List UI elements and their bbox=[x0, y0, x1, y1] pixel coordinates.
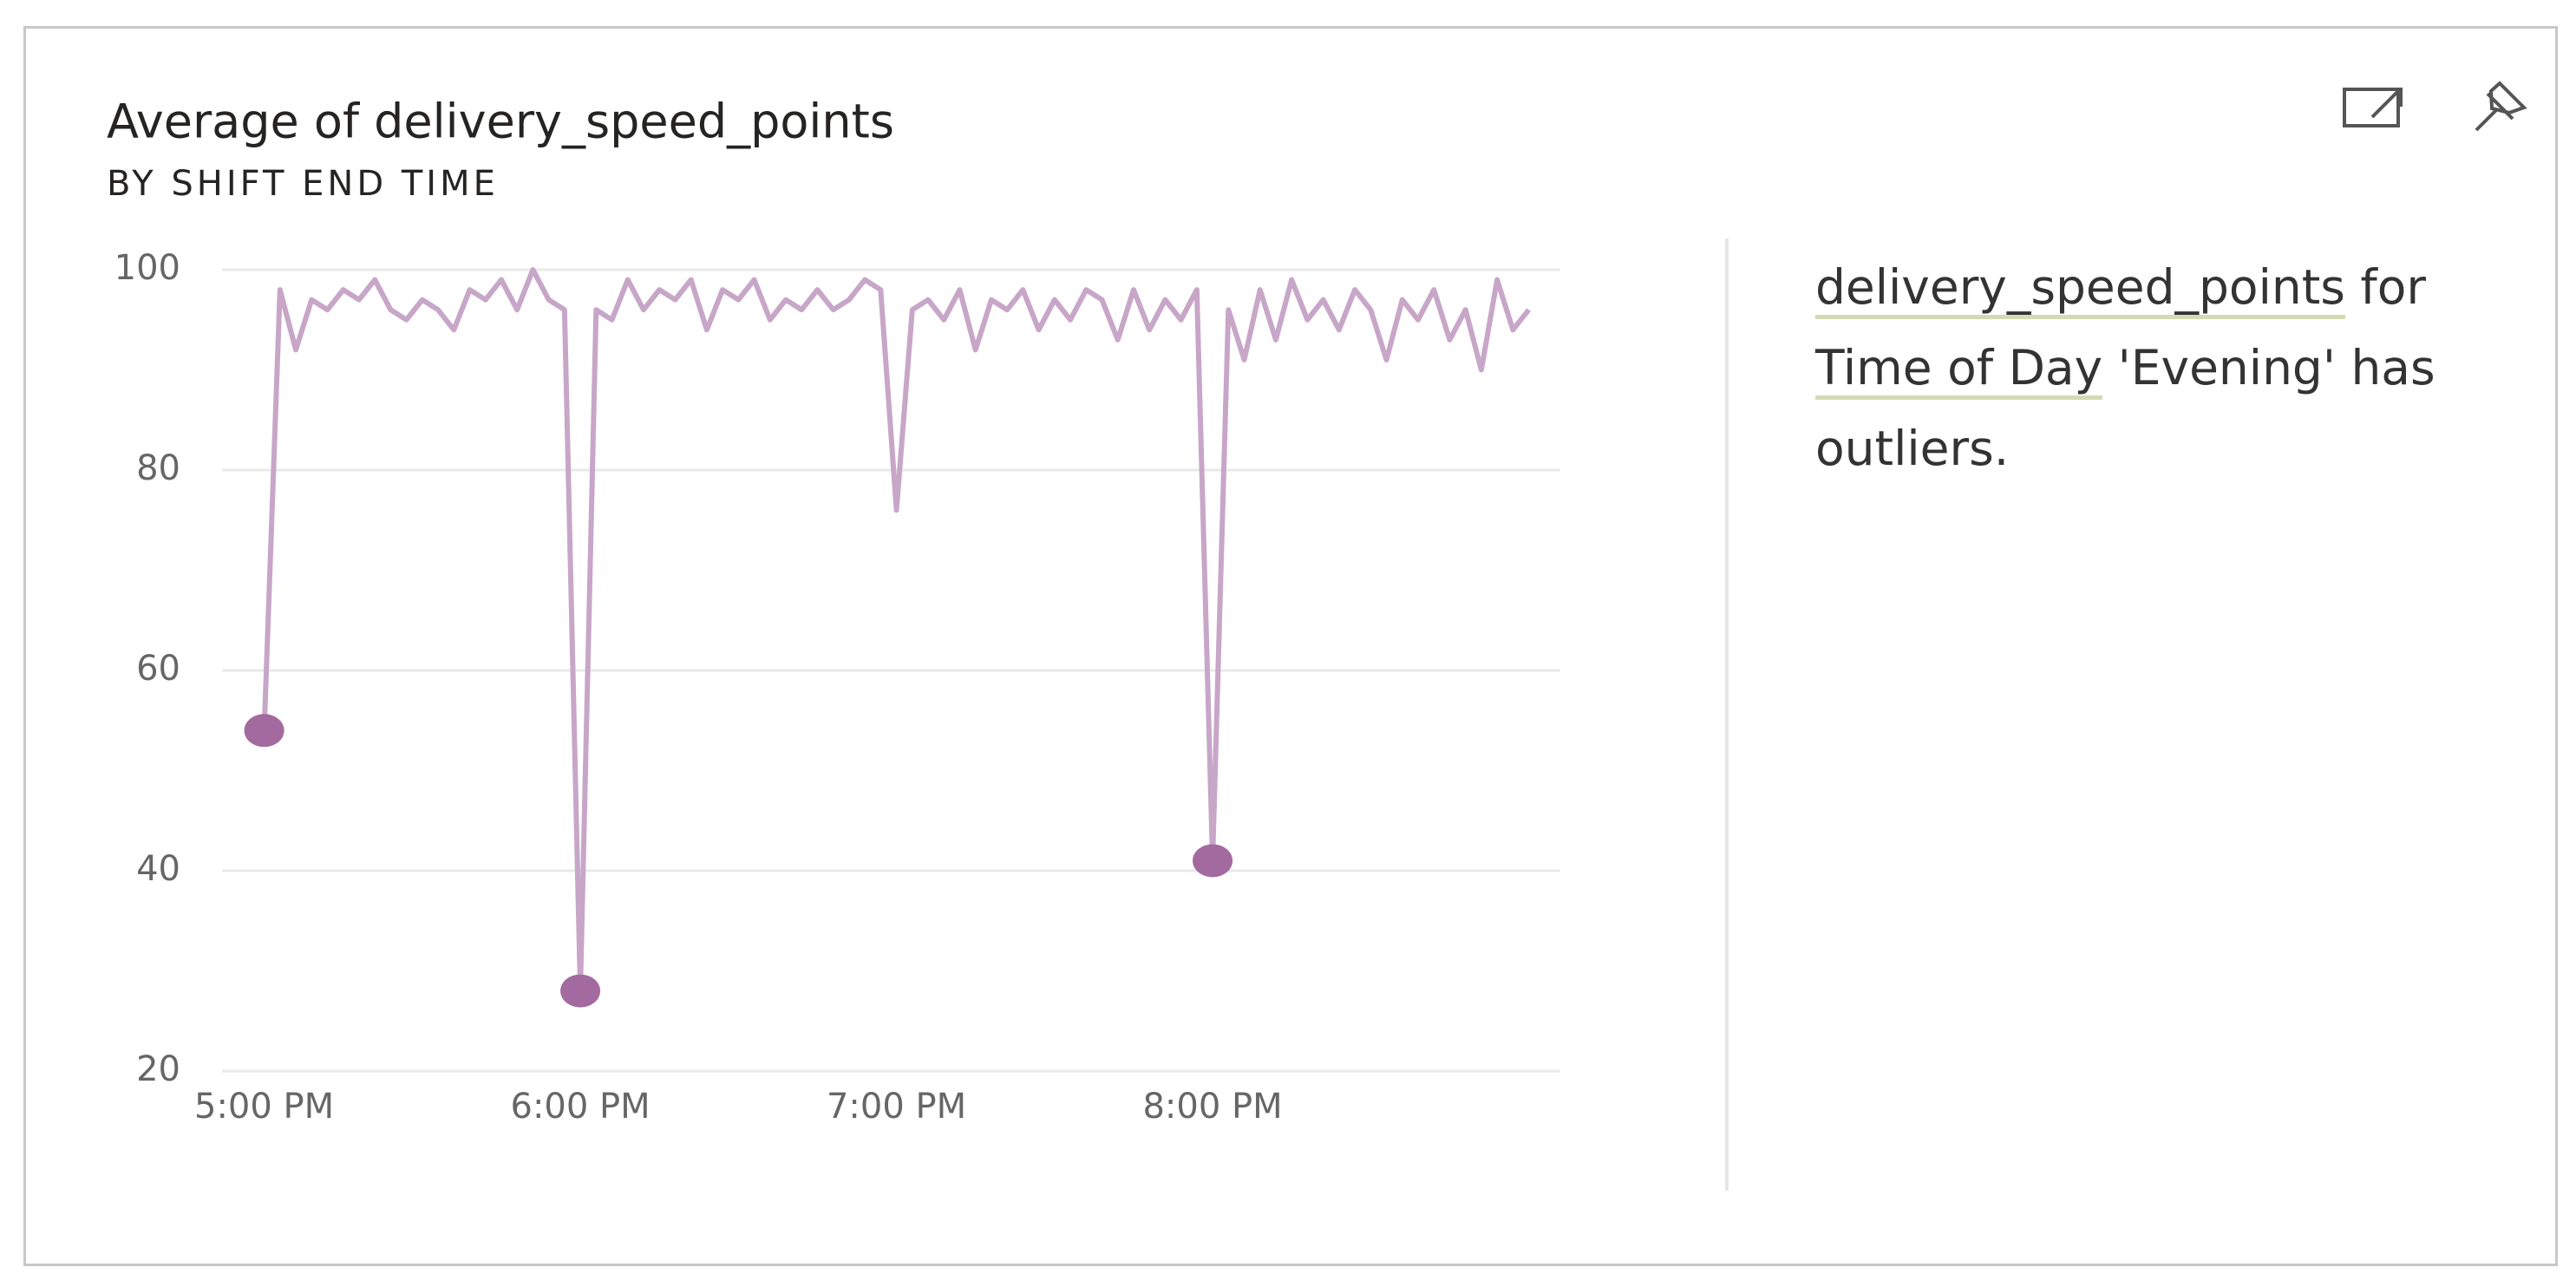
focus-icon-frame bbox=[2343, 88, 2400, 127]
y-tick-label: 60 bbox=[136, 649, 180, 689]
insight-card bbox=[23, 26, 2558, 1266]
x-tick-label: 7:00 PM bbox=[827, 1087, 966, 1127]
chart-subtitle: BY SHIFT END TIME bbox=[107, 164, 499, 204]
y-tick-label: 80 bbox=[136, 448, 180, 488]
x-tick-label: 8:00 PM bbox=[1142, 1087, 1282, 1127]
insight-field: Time of Day bbox=[1815, 340, 2103, 400]
x-tick-label: 6:00 PM bbox=[511, 1087, 651, 1127]
y-tick-label: 40 bbox=[136, 849, 180, 889]
insight-text-part: for bbox=[2360, 259, 2427, 315]
pin-icon[interactable] bbox=[2475, 81, 2527, 132]
chart-title: Average of delivery_speed_points bbox=[107, 95, 894, 149]
y-tick-label: 20 bbox=[136, 1049, 180, 1089]
insight-field: delivery_speed_points bbox=[1815, 259, 2345, 319]
insight-text: delivery_speed_points for Time of Day 'E… bbox=[1815, 247, 2492, 489]
outlier-marker bbox=[244, 714, 284, 748]
pin-icon-shape bbox=[2475, 81, 2527, 132]
insight-text-part: 'Evening' has outliers. bbox=[1815, 340, 2435, 476]
focus-mode-icon[interactable] bbox=[2343, 88, 2403, 127]
y-tick-label: 100 bbox=[114, 248, 180, 288]
focus-icon-arrow bbox=[2370, 88, 2403, 119]
outlier-marker bbox=[1193, 844, 1233, 878]
data-line bbox=[261, 267, 1531, 994]
outlier-marker bbox=[560, 974, 601, 1008]
x-tick-label: 5:00 PM bbox=[194, 1087, 334, 1127]
